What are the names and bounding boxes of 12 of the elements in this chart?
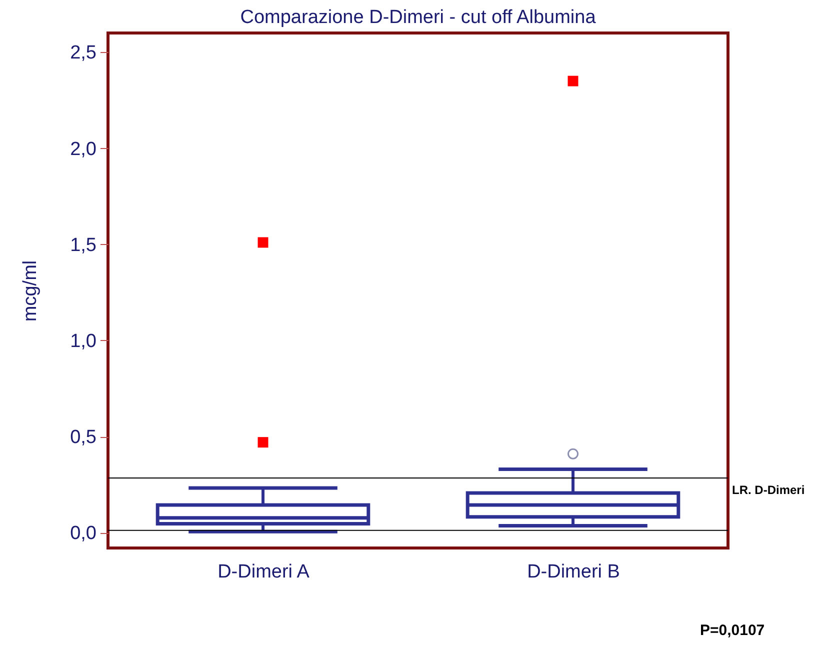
y-axis-title: mcg/ml — [20, 260, 42, 322]
x-tick-label: D-Dimeri B — [527, 562, 620, 582]
ref-line-label: LR. D-Dimeri — [732, 483, 805, 498]
x-tick-label: D-Dimeri A — [218, 562, 310, 582]
chart-title: Comparazione D-Dimeri - cut off Albumina — [240, 7, 596, 28]
y-tick-label: 0,5 — [70, 427, 96, 448]
y-tick-label: 1,5 — [70, 234, 96, 256]
y-tick-label: 1,0 — [70, 330, 96, 352]
y-tick-label: 0,0 — [70, 523, 96, 544]
y-tick-label: 2,0 — [70, 138, 96, 160]
text: P=0,0107 — [700, 622, 765, 639]
y-tick-label: 2,5 — [70, 42, 96, 64]
